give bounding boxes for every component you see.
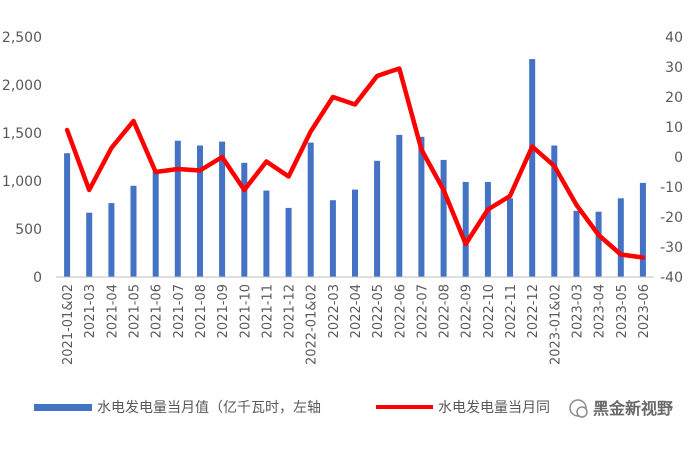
bar — [396, 134, 403, 277]
right-tick-label: -20 — [660, 210, 683, 226]
bar — [64, 153, 71, 277]
bar — [307, 142, 314, 277]
right-tick-label: 40 — [665, 30, 683, 46]
legend: 水电发电量当月值（亿千瓦时，左轴 水电发电量当月同 — [34, 400, 550, 416]
bar — [484, 182, 491, 277]
right-axis-ticks: -40 -30 -20 -10 0 10 20 30 40 — [660, 30, 683, 286]
bar — [241, 162, 248, 277]
bar — [374, 160, 381, 277]
left-tick-label: 1,000 — [2, 174, 42, 190]
left-tick-label: 2,000 — [2, 78, 42, 94]
legend-swatch-bar — [34, 404, 92, 411]
left-tick-label: 1,500 — [2, 126, 42, 142]
x-tick-label: 2021-06 — [150, 284, 165, 338]
bar — [418, 136, 425, 277]
bar — [440, 159, 447, 277]
x-tick-label: 2022-09 — [460, 284, 475, 338]
series-line — [64, 66, 646, 260]
bar — [639, 182, 646, 277]
right-tick-label: -40 — [660, 270, 683, 286]
x-tick-label: 2023-03 — [571, 284, 586, 338]
bar — [174, 140, 181, 277]
x-axis-ticks: 2021-01&02 2021-03 2021-04 2021-05 2021-06 20… — [61, 284, 652, 365]
right-tick-label: -30 — [660, 240, 683, 256]
x-tick-label: 2022-07 — [415, 284, 430, 338]
bar — [152, 171, 159, 277]
x-tick-label: 2022-10 — [482, 284, 497, 338]
bar — [595, 211, 602, 277]
line-layer — [64, 66, 646, 260]
left-tick-label: 2,500 — [2, 30, 42, 46]
right-tick-label: -10 — [660, 180, 683, 196]
left-tick-label: 0 — [33, 270, 42, 286]
right-tick-label: 20 — [665, 90, 683, 106]
bar — [263, 190, 270, 277]
legend-label-bar: 水电发电量当月值（亿千瓦时，左轴 — [97, 400, 321, 416]
x-tick-label: 2021-01&02 — [61, 284, 76, 365]
bar — [285, 207, 292, 277]
x-tick-label: 2022-03 — [327, 284, 342, 338]
x-tick-label: 2021-12 — [283, 284, 298, 338]
x-tick-label: 2022-11 — [504, 284, 519, 338]
x-tick-label: 2022-12 — [526, 284, 541, 338]
watermark: 黑金新视野 — [569, 399, 673, 418]
x-tick-label: 2021-03 — [83, 284, 98, 338]
left-axis-ticks: 0 500 1,000 1,500 2,000 2,500 — [2, 30, 42, 286]
x-tick-label: 2021-08 — [194, 284, 209, 338]
bar — [108, 203, 115, 277]
right-tick-label: 30 — [665, 60, 683, 76]
bar — [462, 182, 469, 277]
bar — [529, 59, 536, 277]
x-tick-label: 2022-01&02 — [305, 284, 320, 365]
bar — [551, 145, 558, 277]
x-tick-label: 2023-04 — [593, 284, 608, 338]
x-tick-label: 2023-01&02 — [548, 284, 563, 365]
x-tick-label: 2023-06 — [637, 284, 652, 338]
bar — [617, 198, 624, 277]
bar — [197, 145, 203, 277]
bars-layer — [64, 59, 646, 277]
bar — [573, 210, 580, 277]
x-tick-label: 2022-04 — [349, 284, 364, 338]
bar — [219, 141, 226, 277]
bar — [86, 212, 93, 277]
left-tick-label: 500 — [15, 222, 42, 238]
x-tick-label: 2022-06 — [393, 284, 408, 338]
x-tick-label: 2022-05 — [371, 284, 386, 338]
right-tick-label: 0 — [674, 150, 683, 166]
x-tick-label: 2023-05 — [615, 284, 630, 338]
bar — [329, 200, 336, 277]
bar — [507, 198, 513, 277]
x-tick-label: 2021-10 — [238, 284, 253, 338]
x-tick-label: 2021-07 — [172, 284, 187, 338]
x-tick-label: 2021-05 — [128, 284, 143, 338]
legend-label-line: 水电发电量当月同 — [438, 400, 550, 416]
x-tick-label: 2021-04 — [105, 284, 120, 338]
bar — [130, 185, 137, 277]
right-tick-label: 10 — [665, 120, 683, 136]
watermark-text: 黑金新视野 — [593, 399, 673, 418]
x-tick-label: 2021-11 — [260, 284, 275, 338]
wechat-icon-inner — [576, 406, 588, 418]
x-tick-label: 2021-09 — [216, 284, 231, 338]
bar — [352, 189, 358, 277]
x-tick-label: 2022-08 — [438, 284, 453, 338]
